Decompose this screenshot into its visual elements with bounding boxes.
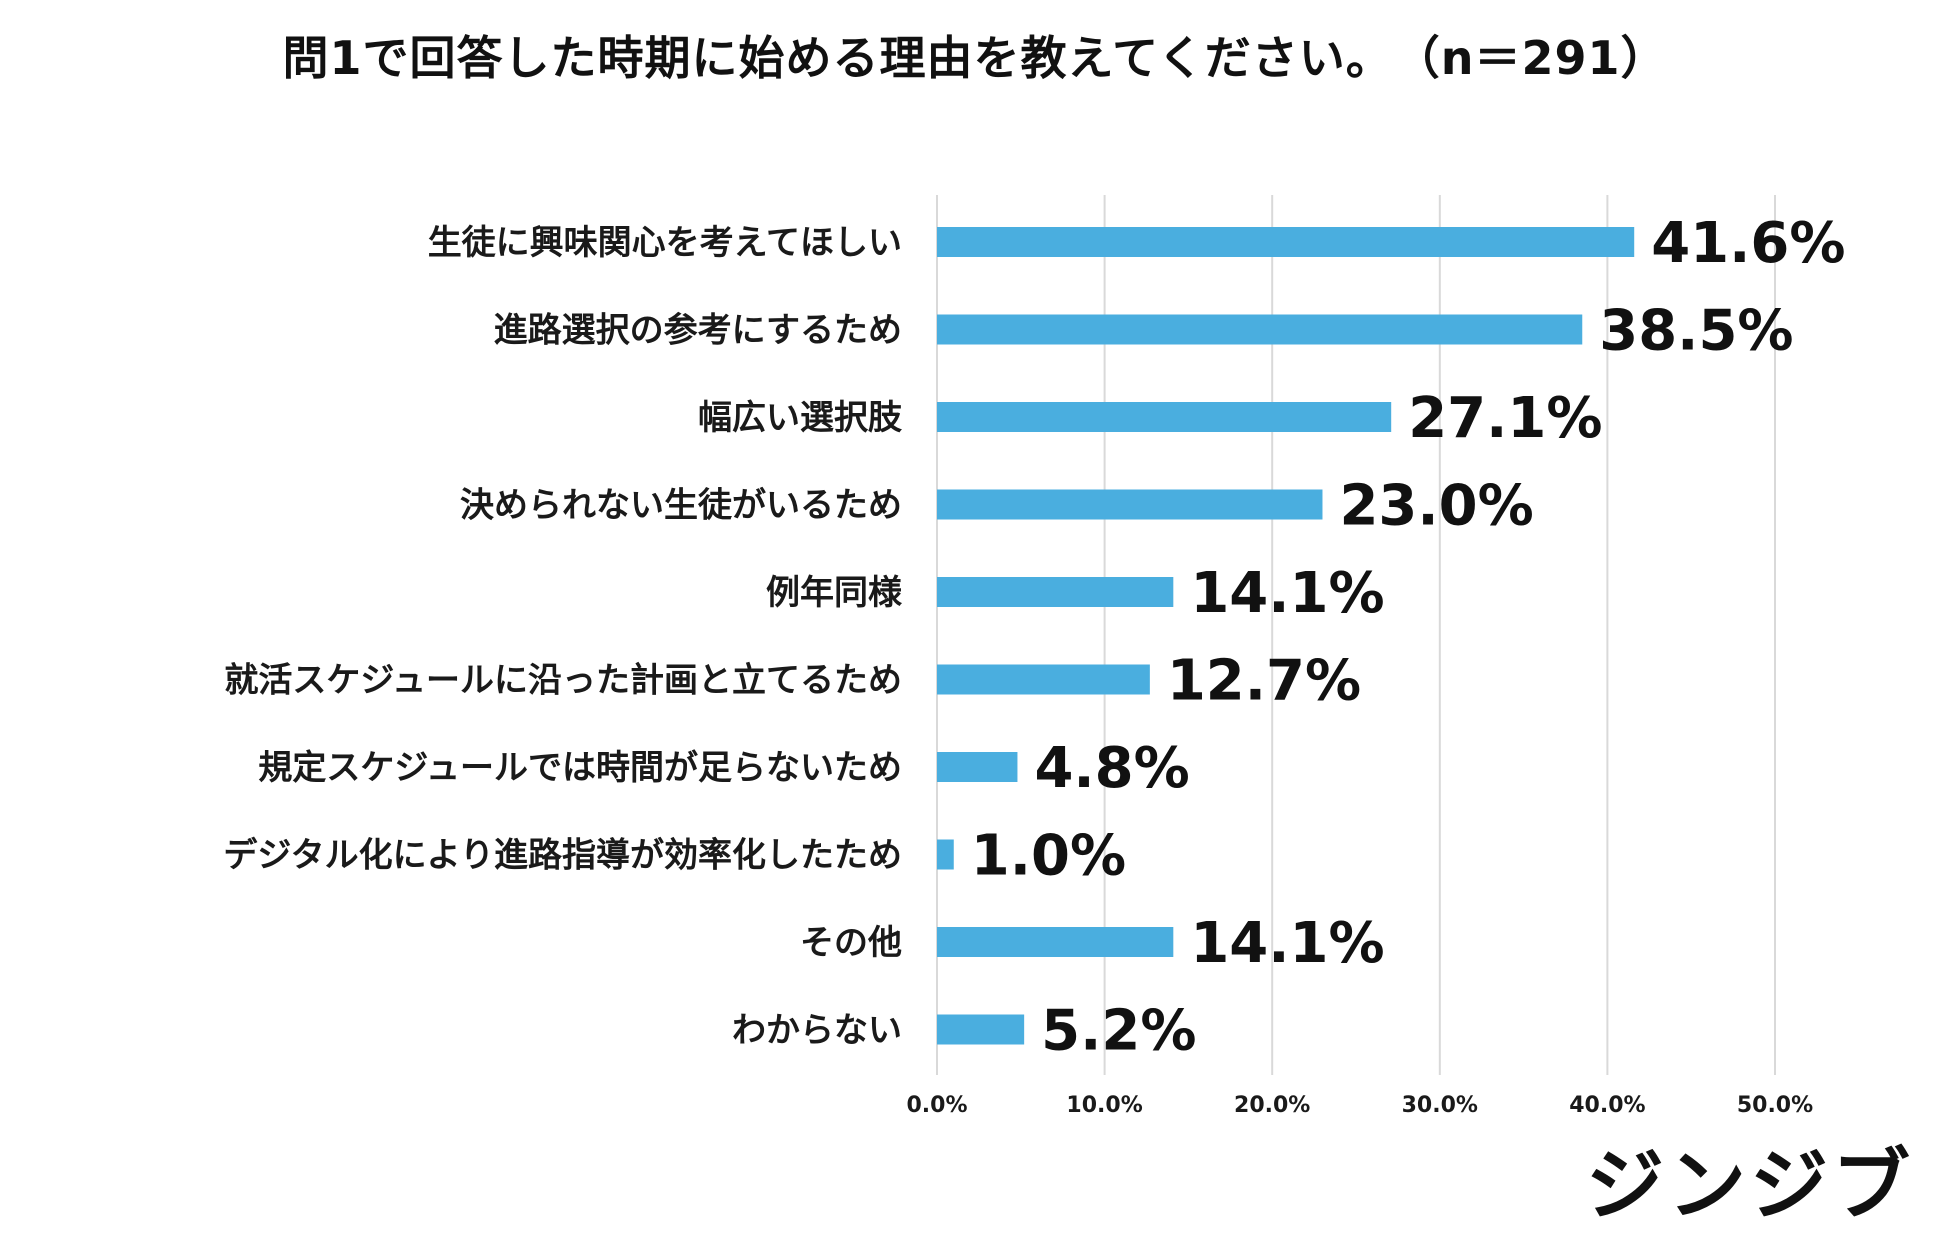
bar — [937, 577, 1174, 607]
category-label: 進路選択の参考にするため — [494, 311, 902, 351]
x-tick-label: 20.0% — [1234, 1093, 1310, 1118]
value-label: 4.8% — [1034, 736, 1189, 801]
bar — [937, 402, 1392, 432]
category-label: 生徒に興味関心を考えてほしい — [428, 223, 902, 263]
category-label: その他 — [800, 923, 902, 963]
brand-logo: ジンジブ — [1585, 1141, 1914, 1231]
x-axis-ticks: 0.0% 10.0% 20.0% 30.0% 40.0% 50.0% — [906, 1093, 1813, 1118]
x-tick-label: 40.0% — [1569, 1093, 1645, 1118]
category-label: 幅広い選択肢 — [698, 398, 903, 438]
bar — [937, 664, 1150, 695]
x-tick-label: 10.0% — [1066, 1093, 1142, 1118]
bar — [937, 489, 1323, 520]
category-label: わからない — [732, 1011, 902, 1051]
value-label: 14.1% — [1190, 561, 1384, 626]
value-label: 5.2% — [1041, 999, 1196, 1064]
category-label: 例年同様 — [766, 573, 903, 613]
x-tick-label: 0.0% — [906, 1093, 967, 1118]
category-labels: 生徒に興味関心を考えてほしい進路選択の参考にするため幅広い選択肢決められない生徒… — [223, 223, 903, 1051]
chart-title: 問1で回答した時期に始める理由を教えてください。 （n＝291） — [0, 22, 1950, 88]
bar — [937, 752, 1018, 782]
value-label: 14.1% — [1190, 911, 1384, 976]
value-label: 12.7% — [1167, 649, 1361, 714]
chart-title-text: 問1で回答した時期に始める理由を教えてください。 — [282, 31, 1393, 85]
x-tick-label: 30.0% — [1402, 1093, 1478, 1118]
category-label: 決められない生徒がいるため — [460, 486, 902, 526]
bars — [937, 227, 1635, 1045]
value-label: 41.6% — [1651, 211, 1845, 276]
category-label: デジタル化により進路指導が効率化したため — [223, 836, 902, 876]
bar — [937, 314, 1583, 345]
category-label: 就活スケジュールに沿った計画と立てるため — [224, 661, 902, 701]
bar — [937, 839, 954, 870]
value-label: 38.5% — [1599, 299, 1793, 364]
bar — [937, 227, 1635, 257]
value-label: 23.0% — [1339, 474, 1533, 539]
category-label: 規定スケジュールでは時間が足らないため — [258, 748, 902, 788]
bar — [937, 1014, 1025, 1045]
value-label: 27.1% — [1408, 386, 1602, 451]
bar — [937, 927, 1174, 957]
sample-size: （n＝291） — [1416, 31, 1668, 85]
value-labels: 41.6% 38.5% 27.1% 23.0% 14.1% 12.7% 4.8% 1.0% 14… — [971, 211, 1846, 1064]
value-label: 1.0% — [971, 824, 1126, 889]
x-tick-label: 50.0% — [1737, 1093, 1813, 1118]
